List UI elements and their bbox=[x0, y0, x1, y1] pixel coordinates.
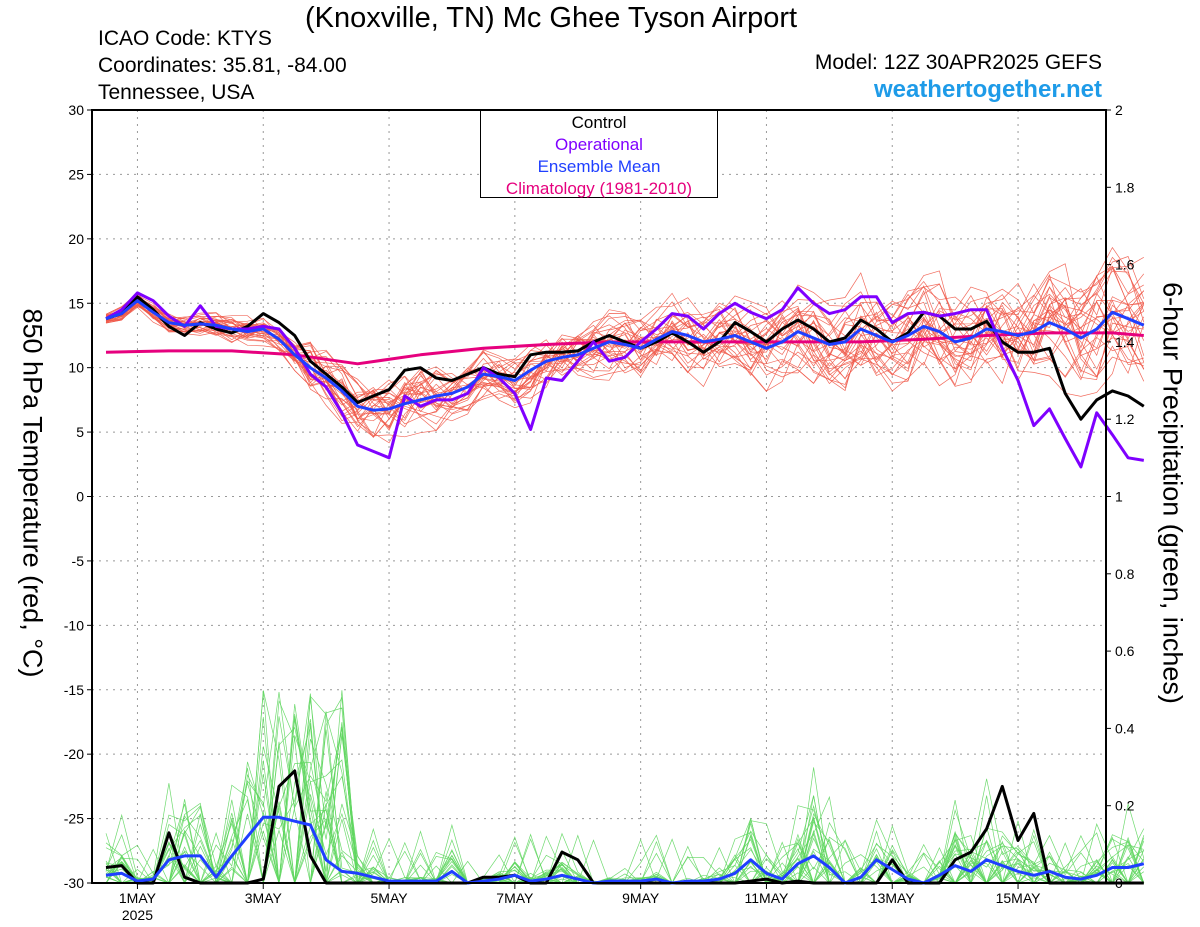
x-tick-label: 15MAY bbox=[996, 890, 1042, 906]
x-tick-label: 7MAY bbox=[496, 890, 534, 906]
coordinates: Coordinates: 35.81, -84.00 bbox=[98, 54, 347, 77]
highlight-series bbox=[105, 286, 1145, 885]
right-tick-label: 1.2 bbox=[1115, 411, 1135, 427]
temperature-member-line bbox=[105, 270, 1145, 432]
left-tick-label: -25 bbox=[64, 811, 84, 827]
site-link[interactable]: weathertogether.net bbox=[873, 76, 1102, 103]
temperature-member-line bbox=[105, 280, 1145, 429]
model-run: Model: 12Z 30APR2025 GEFS bbox=[814, 51, 1102, 74]
precip-member-line bbox=[106, 707, 1144, 884]
left-tick-label: 10 bbox=[68, 360, 84, 376]
x-tick-label: 11MAY bbox=[745, 890, 789, 906]
right-tick-label: 1.8 bbox=[1115, 179, 1135, 195]
left-tick-label: -30 bbox=[64, 875, 84, 891]
x-tick-label: 13MAY bbox=[870, 890, 916, 906]
y-axis-label-left: 850 hPa Temperature (red, °C) bbox=[17, 308, 48, 678]
temperature-line-operational bbox=[105, 286, 1145, 469]
temperature-member-line bbox=[105, 256, 1145, 438]
grid-lines bbox=[92, 110, 1106, 883]
precip-member-line bbox=[106, 713, 1144, 885]
precip-line-ensemble-mean bbox=[105, 815, 1145, 885]
legend-entry-operational: Operational bbox=[555, 135, 643, 154]
right-tick-label: 1 bbox=[1115, 489, 1123, 505]
left-tick-label: 0 bbox=[76, 489, 84, 505]
icao-code: ICAO Code: KTYS bbox=[98, 27, 272, 50]
left-axis-ticks: 30 25 20 15 10 5 0 -5 -10 -15 -20 -25 -30 bbox=[64, 102, 92, 891]
x-tick-label: 9MAY bbox=[622, 890, 660, 906]
left-tick-label: 5 bbox=[76, 424, 84, 440]
precip-member-line bbox=[105, 715, 1144, 884]
temperature-member-line bbox=[105, 299, 1144, 401]
temperature-member-line bbox=[105, 286, 1144, 422]
chart-title: (Knoxville, TN) Mc Ghee Tyson Airport bbox=[305, 2, 798, 34]
legend: Control Operational Ensemble Mean Climat… bbox=[480, 110, 718, 198]
right-axis-ticks: 2 1.8 1.6 1.4 1.2 1 0.8 0.6 0.4 0.2 0 bbox=[1106, 102, 1135, 891]
legend-entry-climatology: Climatology (1981-2010) bbox=[505, 179, 693, 198]
left-tick-label: -10 bbox=[64, 617, 84, 633]
legend-entry-control: Control bbox=[571, 113, 627, 132]
left-tick-label: 20 bbox=[68, 231, 84, 247]
left-tick-label: 25 bbox=[68, 166, 84, 182]
x-tick-label: 1MAY bbox=[119, 890, 157, 906]
precip-ensemble-members bbox=[105, 690, 1145, 885]
temperature-member-line bbox=[105, 298, 1145, 427]
right-tick-label: 1.6 bbox=[1115, 257, 1135, 273]
right-tick-label: 2 bbox=[1115, 102, 1123, 118]
temperature-member-line bbox=[105, 272, 1145, 444]
right-tick-label: 0.2 bbox=[1115, 798, 1135, 814]
temperature-member-line bbox=[105, 290, 1145, 421]
x-tick-label: 3MAY bbox=[245, 890, 283, 906]
region: Tennessee, USA bbox=[98, 81, 255, 104]
x-tick-label: 5MAY bbox=[371, 890, 409, 906]
left-tick-label: -15 bbox=[64, 682, 84, 698]
right-tick-label: 1.4 bbox=[1115, 334, 1135, 350]
legend-entry-ensemble-mean: Ensemble Mean bbox=[537, 157, 661, 176]
left-tick-label: -5 bbox=[72, 553, 85, 569]
left-tick-label: -20 bbox=[64, 746, 84, 762]
temperature-line-control bbox=[105, 295, 1145, 421]
x-tick-year: 2025 bbox=[122, 907, 153, 923]
right-tick-label: 0.6 bbox=[1115, 643, 1135, 659]
left-tick-label: 30 bbox=[68, 102, 84, 118]
right-tick-label: 0 bbox=[1115, 875, 1123, 891]
right-tick-label: 0.4 bbox=[1115, 720, 1135, 736]
y-axis-label-right: 6-hour Precipitation (green, inches) bbox=[1157, 282, 1188, 704]
right-tick-label: 0.8 bbox=[1115, 566, 1135, 582]
precip-member-line bbox=[105, 693, 1144, 884]
temperature-member-line bbox=[105, 265, 1145, 430]
left-tick-label: 15 bbox=[68, 295, 84, 311]
temperature-line-ensemble-mean bbox=[105, 299, 1145, 412]
